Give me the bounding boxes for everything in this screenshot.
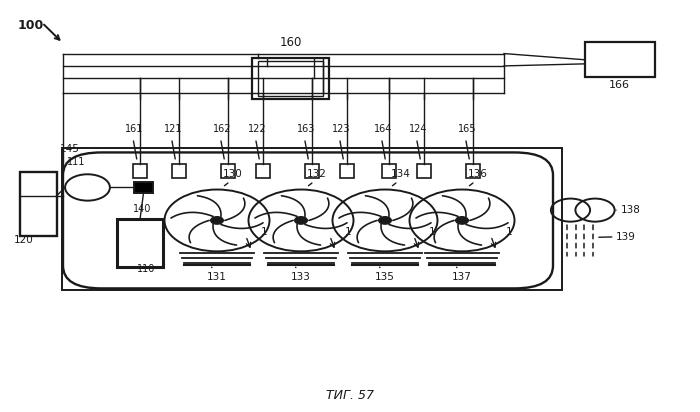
- Circle shape: [379, 217, 391, 224]
- Text: 140: 140: [133, 204, 151, 214]
- Bar: [304, 164, 318, 178]
- Text: 133: 133: [291, 272, 311, 282]
- Text: 160: 160: [279, 35, 302, 49]
- Text: 131: 131: [207, 272, 227, 282]
- Text: 138: 138: [621, 205, 640, 215]
- Text: 135: 135: [375, 272, 395, 282]
- Text: ΤИГ. 57: ΤИГ. 57: [326, 389, 374, 402]
- Text: 161: 161: [125, 124, 144, 134]
- Text: 134: 134: [391, 169, 411, 179]
- Bar: [466, 164, 480, 178]
- Bar: [416, 164, 430, 178]
- Text: 1: 1: [506, 227, 513, 237]
- Bar: [256, 164, 270, 178]
- Bar: [134, 182, 153, 193]
- Bar: [172, 164, 186, 178]
- Text: 1: 1: [261, 227, 268, 237]
- Text: 166: 166: [609, 80, 630, 90]
- Text: 132: 132: [307, 169, 327, 179]
- Bar: [133, 164, 147, 178]
- Circle shape: [211, 217, 223, 224]
- Text: 110: 110: [136, 264, 155, 274]
- Text: 164: 164: [374, 124, 392, 134]
- Text: 111: 111: [66, 157, 85, 167]
- Text: 136: 136: [468, 169, 488, 179]
- Bar: [258, 61, 323, 96]
- Text: 120: 120: [14, 235, 34, 245]
- Bar: [118, 220, 162, 267]
- Bar: [584, 42, 654, 77]
- Text: 122: 122: [248, 124, 266, 134]
- Circle shape: [295, 217, 307, 224]
- Text: 165: 165: [458, 124, 476, 134]
- Text: 1: 1: [429, 227, 436, 237]
- Text: 163: 163: [297, 124, 315, 134]
- Circle shape: [456, 217, 468, 224]
- Text: 100: 100: [18, 19, 43, 32]
- Text: 145: 145: [60, 145, 79, 154]
- Bar: [62, 148, 562, 290]
- Text: 139: 139: [616, 232, 636, 242]
- Bar: [382, 164, 395, 178]
- Bar: [20, 172, 57, 236]
- Text: 124: 124: [409, 124, 427, 134]
- Text: 130: 130: [223, 169, 243, 179]
- Text: 137: 137: [452, 272, 472, 282]
- Text: 162: 162: [213, 124, 231, 134]
- Bar: [252, 58, 329, 99]
- Text: 1: 1: [345, 227, 352, 237]
- Bar: [220, 164, 234, 178]
- Bar: [340, 164, 354, 178]
- Text: 123: 123: [332, 124, 350, 134]
- Text: 121: 121: [164, 124, 182, 134]
